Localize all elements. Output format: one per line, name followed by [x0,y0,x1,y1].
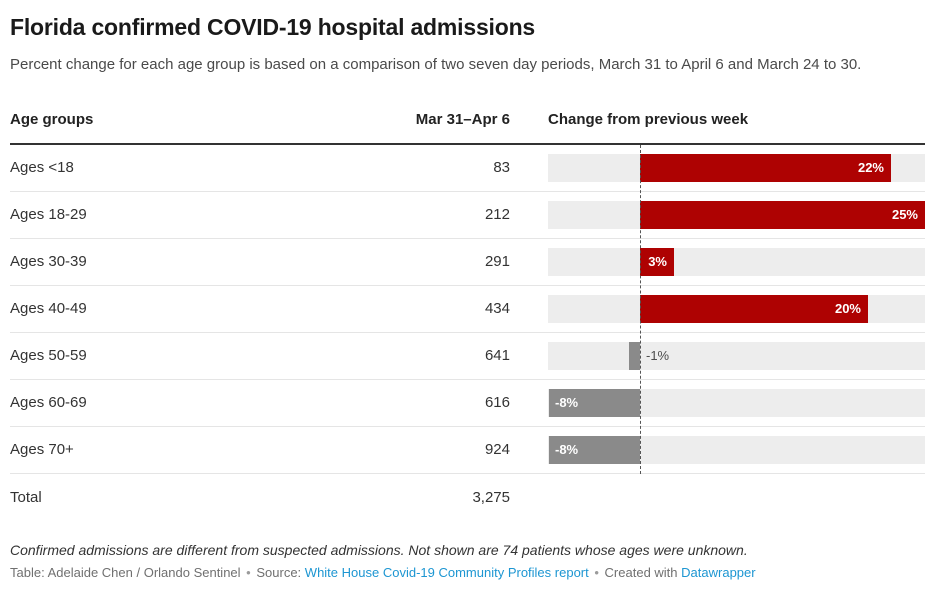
chart-subtitle: Percent change for each age group is bas… [10,56,862,73]
column-header-period: Mar 31–Apr 6 [415,110,510,128]
footnote: Confirmed admissions are different from … [10,541,748,558]
row-admissions-value: 212 [484,206,510,223]
row-admissions-value: 83 [493,159,510,176]
row-admissions-value: 291 [484,253,510,270]
bar-track: 20% [548,294,925,323]
row-age-label: Ages 40-49 [10,300,87,317]
admissions-table: Age groups Mar 31–Apr 6 Change from prev… [10,104,925,522]
change-bar: 22% [640,153,891,182]
change-bar-label: 3% [648,254,667,269]
table-row: Ages 60-69 616 -8% [10,380,925,427]
change-bar-label: -8% [555,442,579,457]
separator-dot: • [594,564,599,580]
row-age-label: Ages 70+ [10,441,74,458]
row-admissions-value: 924 [484,441,510,458]
bar-track: 3% [548,247,925,276]
chart-container: Florida confirmed COVID-19 hospital admi… [10,14,925,580]
row-age-label: Ages 50-59 [10,347,87,364]
table-row: Ages 40-49 434 20% [10,286,925,333]
bar-track: 25% [548,200,925,229]
table-body: Ages <18 83 22% Ages 18-29 212 25% Ages … [10,144,925,474]
row-age-label: Ages 18-29 [10,206,87,223]
separator-dot: • [246,564,251,580]
table-row: Ages 50-59 641 -1% [10,333,925,380]
table-header-row: Age groups Mar 31–Apr 6 Change from prev… [10,104,925,145]
chart-footer: Confirmed admissions are different from … [10,542,925,580]
change-bar: 3% [640,247,674,276]
bar-track: -1% [548,341,925,370]
change-bar: 20% [640,294,868,323]
row-admissions-value: 434 [484,300,510,317]
row-age-label: Ages 60-69 [10,394,87,411]
change-bar: -8% [549,388,640,417]
change-bar-label: 25% [891,207,918,222]
row-age-label: Ages 30-39 [10,253,87,270]
row-admissions-value: 616 [484,394,510,411]
change-bar: -8% [549,435,640,464]
table-row: Ages 70+ 924 -8% [10,427,925,474]
change-outside-label: -1% [646,348,670,363]
change-bar-label: 20% [834,301,861,316]
bar-track: 22% [548,153,925,182]
change-bar-label: 22% [857,160,884,175]
source-label: Source: [256,564,302,580]
datawrapper-link[interactable]: Datawrapper [681,564,756,580]
table-row-total: Total 3,275 [10,474,925,522]
row-age-label: Ages <18 [10,159,74,176]
change-bar-label: -8% [555,395,579,410]
created-with-label: Created with [604,564,678,580]
change-bar: 25% [640,200,925,229]
credits-line: Table: Adelaide Chen / Orlando Sentinel … [10,565,925,580]
column-header-age-groups: Age groups [10,110,94,128]
column-header-change: Change from previous week [548,110,749,128]
change-bar [629,341,640,370]
table-row: Ages 30-39 291 3% [10,239,925,286]
table-row: Ages 18-29 212 25% [10,192,925,239]
bar-track: -8% [548,435,925,464]
total-value: 3,275 [472,489,510,506]
zero-baseline [640,144,641,474]
table-credit: Table: Adelaide Chen / Orlando Sentinel [10,564,241,580]
row-admissions-value: 641 [484,347,510,364]
source-link[interactable]: White House Covid-19 Community Profiles … [304,564,589,580]
total-label: Total [10,489,42,506]
page-title: Florida confirmed COVID-19 hospital admi… [10,14,536,40]
table-row: Ages <18 83 22% [10,145,925,192]
bar-track: -8% [548,388,925,417]
